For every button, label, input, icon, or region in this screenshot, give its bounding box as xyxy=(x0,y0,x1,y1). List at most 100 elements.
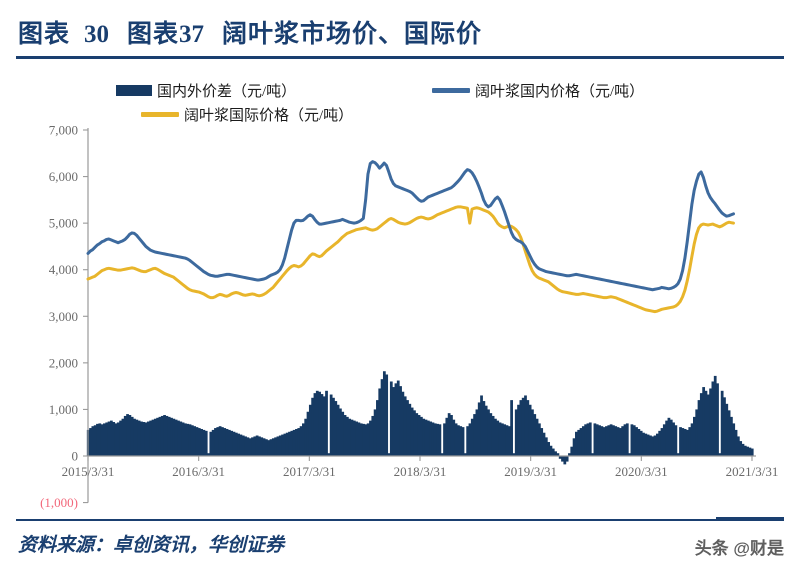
bar xyxy=(674,425,678,456)
bar xyxy=(595,424,599,456)
y-tick-label: 2,000 xyxy=(49,355,78,370)
bar xyxy=(452,419,456,456)
line-series xyxy=(86,160,735,292)
bar xyxy=(702,387,706,456)
bar xyxy=(116,422,120,456)
bar xyxy=(385,374,389,456)
bar xyxy=(258,436,261,456)
bar xyxy=(297,428,301,456)
bar xyxy=(114,423,118,456)
bar xyxy=(584,424,588,456)
y-tick-label: 3,000 xyxy=(49,309,78,324)
bar xyxy=(665,420,668,456)
bar xyxy=(586,423,590,456)
bar xyxy=(163,415,166,456)
bar xyxy=(445,417,449,456)
bar xyxy=(635,427,638,456)
legend-swatch-line-international-icon xyxy=(141,112,179,117)
bar xyxy=(494,418,497,456)
bar xyxy=(105,422,109,456)
bar xyxy=(628,453,631,456)
bar xyxy=(547,442,551,456)
bar xyxy=(392,387,395,456)
bar xyxy=(461,427,465,456)
legend-item-domestic[interactable]: 阔叶浆国内价格（元/吨） xyxy=(432,80,644,101)
bar xyxy=(246,437,250,456)
bar xyxy=(556,453,560,456)
bar xyxy=(424,419,428,456)
bar xyxy=(260,437,264,456)
y-tick-label: 1,000 xyxy=(49,402,78,417)
bar xyxy=(241,435,245,456)
figure-label-2: 图表 xyxy=(127,21,180,48)
bar xyxy=(369,420,372,456)
bar xyxy=(147,421,150,456)
bar xyxy=(526,400,530,456)
y-tick-label: 0 xyxy=(72,449,79,464)
figure-number-2: 37 xyxy=(179,21,205,48)
bar xyxy=(181,422,185,456)
bar xyxy=(505,425,509,456)
bar xyxy=(308,404,312,456)
bar xyxy=(415,413,419,456)
bar xyxy=(723,397,726,456)
bar xyxy=(498,422,502,456)
bar xyxy=(630,424,634,456)
watermark: 头条 @财是 xyxy=(694,539,784,558)
chart-svg[interactable]: 0 1,000 2,000 3,000 4,000 5,000 6,000 7,000 (1,0… xyxy=(0,118,800,511)
bar xyxy=(382,371,386,456)
bar xyxy=(480,395,483,456)
bar xyxy=(98,423,102,456)
bar xyxy=(128,415,132,456)
bar xyxy=(644,433,648,456)
bar xyxy=(123,415,127,456)
bar xyxy=(500,423,504,456)
bar xyxy=(713,375,717,456)
bar xyxy=(732,423,736,456)
bar xyxy=(690,423,694,456)
bar xyxy=(339,408,342,456)
bar xyxy=(741,443,745,456)
bar xyxy=(602,427,606,456)
bar xyxy=(223,428,227,456)
bar xyxy=(720,390,724,456)
bar xyxy=(322,396,326,456)
bar xyxy=(313,393,317,456)
bar xyxy=(195,427,199,456)
bar xyxy=(311,397,315,456)
figure-number: 30 xyxy=(84,21,110,48)
bar xyxy=(389,381,393,456)
bar xyxy=(302,423,305,456)
bar xyxy=(542,432,546,456)
bar xyxy=(121,418,125,456)
bar xyxy=(295,428,298,456)
bar xyxy=(426,420,430,456)
page-title: 图表 30 图表37 阔叶浆市场价、国际价 xyxy=(18,14,482,50)
bar xyxy=(616,427,620,456)
bar xyxy=(343,415,347,456)
bar xyxy=(160,415,164,456)
bar xyxy=(549,445,553,456)
bar xyxy=(535,418,539,456)
bar xyxy=(174,419,178,456)
bar xyxy=(318,391,321,456)
bar xyxy=(436,423,439,456)
bar xyxy=(401,391,405,456)
bar xyxy=(357,422,361,456)
bar xyxy=(93,425,97,456)
legend-item-international[interactable]: 阔叶浆国际价格（元/吨） xyxy=(141,104,353,125)
bar xyxy=(431,422,435,456)
legend-label-international: 阔叶浆国际价格（元/吨） xyxy=(184,108,354,124)
bar xyxy=(172,418,176,456)
bar xyxy=(371,415,375,456)
legend-swatch-line-domestic-icon xyxy=(432,88,470,93)
bar xyxy=(158,416,162,456)
bar xyxy=(454,423,458,456)
bar xyxy=(487,409,490,456)
bar xyxy=(362,423,365,456)
legend-item-spread[interactable]: 国内外价差（元/吨） xyxy=(116,80,296,101)
bar xyxy=(618,428,622,456)
y-tick-label: 5,000 xyxy=(49,216,78,231)
bar xyxy=(380,379,384,456)
legend-swatch-bar-icon xyxy=(116,85,152,96)
